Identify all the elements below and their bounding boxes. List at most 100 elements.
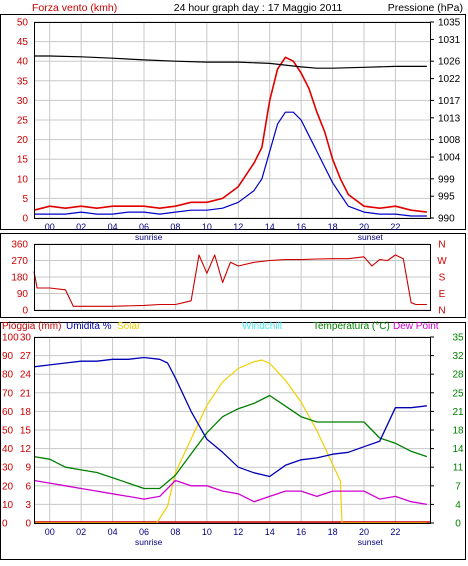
compass-label: W — [437, 256, 447, 267]
x-tick-label: 04 — [108, 527, 118, 537]
temperature-tick-label: 21 — [452, 407, 464, 418]
humidity-inner-tick-label: 9 — [25, 463, 31, 474]
rain-tick-label: 50 — [2, 426, 14, 437]
x-tick-label: 20 — [359, 222, 369, 232]
x-tick-label: 18 — [328, 222, 338, 232]
temperature-tick-label: 18 — [452, 426, 464, 437]
humidity-line — [33, 356, 427, 478]
humidity-inner-tick-label: 27 — [20, 351, 32, 362]
pressure-axis-title: Pressione (hPa) — [388, 2, 463, 14]
x-tick-label: 06 — [139, 222, 149, 232]
rain-tick-label: 60 — [2, 407, 14, 418]
pressure-tick-label: 1004 — [438, 153, 461, 164]
compass-label: S — [439, 273, 446, 284]
temperature-tick-label: 11 — [453, 463, 464, 474]
dew-point-line — [33, 479, 428, 506]
humidity-inner-tick-label: 30 — [20, 333, 32, 344]
pressure-tick-label: 1035 — [438, 18, 461, 29]
pressure-tick-label: 990 — [438, 214, 455, 225]
humidity-legend: Umidita % — [66, 321, 112, 332]
wind-tick-label: 35 — [17, 76, 29, 87]
x-tick-label: 04 — [108, 222, 118, 232]
panel-direction-frame — [0, 233, 466, 318]
direction-tick-label: 270 — [11, 256, 28, 267]
x-tick-label: 00 — [45, 222, 55, 232]
rain-tick-label: 40 — [2, 444, 14, 455]
temperature-legend: Temperatura (°C) — [313, 321, 390, 332]
direction-tick-label: 0 — [22, 306, 28, 317]
direction-tick-label: 180 — [11, 273, 28, 284]
x-tick-label: 02 — [76, 222, 86, 232]
x-tick-label: 22 — [390, 527, 400, 537]
wind-tick-label: 45 — [17, 37, 29, 48]
temperature-tick-label: 25 — [452, 388, 464, 399]
humidity-inner-tick-label: 3 — [25, 500, 31, 511]
x-tick-label: 22 — [390, 222, 400, 232]
x-tick-label: 16 — [296, 527, 306, 537]
temperature-tick-label: 32 — [452, 351, 464, 362]
rain-tick-label: 30 — [2, 463, 14, 474]
panel-weather-frame — [0, 322, 466, 560]
x-tick-label: 20 — [359, 527, 369, 537]
pressure-tick-label: 1013 — [438, 113, 461, 124]
compass-label: N — [438, 306, 445, 317]
wind-tick-label: 5 — [22, 194, 28, 205]
x-tick-label: 02 — [76, 527, 86, 537]
x-tick-label: 12 — [233, 527, 243, 537]
x-tick-label: 18 — [328, 527, 338, 537]
x-tick-label: 14 — [265, 527, 275, 537]
wind-average-line — [34, 111, 427, 217]
wind-axis-title: Forza vento (kmh) — [32, 2, 117, 14]
direction-axes — [34, 244, 431, 311]
humidity-inner-tick-label: 21 — [20, 388, 32, 399]
wind-tick-label: 40 — [17, 57, 29, 68]
rain-tick-label: 10 — [2, 500, 14, 511]
wind-pressure-plot: 0510152025303540455099099599910041008101… — [17, 18, 461, 243]
rain-tick-label: 70 — [2, 388, 14, 399]
wind-direction-line — [33, 254, 427, 307]
x-tick-label: 06 — [139, 527, 149, 537]
sunrise-label: sunrise — [135, 232, 163, 242]
temperature-tick-label: 4 — [455, 500, 461, 511]
temperature-tick-label: 0 — [455, 519, 461, 530]
pressure-tick-label: 1022 — [438, 74, 461, 85]
temperature-tick-label: 28 — [452, 370, 464, 381]
sunset-label: sunset — [358, 232, 384, 242]
wind-tick-label: 20 — [17, 135, 29, 146]
rain-tick-label: 100 — [2, 333, 19, 344]
humidity-inner-tick-label: 15 — [20, 426, 32, 437]
pressure-tick-label: 999 — [438, 174, 455, 185]
temperature-tick-label: 14 — [452, 444, 464, 455]
pressure-tick-label: 1031 — [438, 35, 461, 46]
humidity-inner-tick-label: 12 — [20, 444, 32, 455]
temperature-line — [33, 394, 428, 490]
x-tick-label: 08 — [170, 222, 180, 232]
direction-tick-label: 90 — [17, 289, 29, 300]
wind-tick-label: 10 — [17, 174, 29, 185]
weather-axes — [34, 337, 431, 524]
humidity-inner-tick-label: 24 — [20, 370, 32, 381]
rain-axis-title: Pioggia (mm) — [2, 321, 61, 332]
pressure-line — [34, 55, 427, 69]
rain-tick-label: 80 — [2, 370, 14, 381]
x-tick-label: 12 — [233, 222, 243, 232]
x-tick-label: 10 — [202, 527, 212, 537]
wind-tick-label: 30 — [17, 96, 29, 107]
wind-tick-label: 15 — [17, 155, 29, 166]
x-tick-label: 10 — [202, 222, 212, 232]
chart-title: 24 hour graph day : 17 Maggio 2011 — [174, 2, 343, 14]
x-tick-label: 00 — [45, 527, 55, 537]
rain-tick-label: 0 — [2, 519, 8, 530]
panel-wind-pressure-frame — [0, 14, 466, 230]
wind-tick-label: 25 — [17, 116, 29, 127]
solar-legend: Solar — [117, 321, 141, 332]
direction-tick-label: 360 — [11, 240, 28, 251]
humidity-inner-tick-label: 6 — [25, 481, 31, 492]
pressure-tick-label: 995 — [438, 192, 455, 203]
wind-direction-plot: 0 N 90 E 180 S 270 W 360 N — [11, 240, 447, 317]
compass-label: N — [438, 240, 445, 251]
humidity-inner-tick-label: 18 — [20, 407, 32, 418]
wind-gust-line — [33, 56, 427, 213]
compass-label: E — [439, 289, 446, 300]
